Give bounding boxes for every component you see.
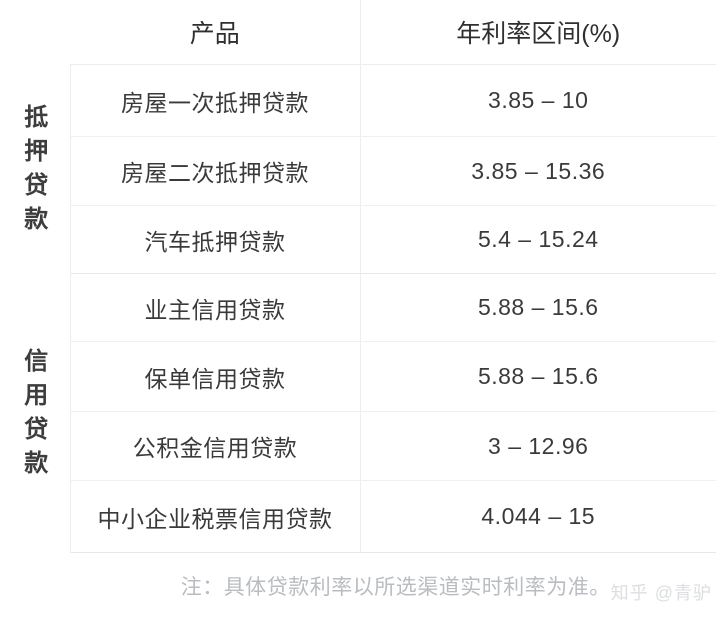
footer-note-row: 注：具体贷款利率以所选渠道实时利率为准。 知乎 @青驴 <box>0 553 720 619</box>
rate-range-cell: 5.88 – 15.6 <box>360 341 716 412</box>
table-row: 汽车抵押贷款 5.4 – 15.24 <box>3 205 716 274</box>
product-name-cell: 公积金信用贷款 <box>70 411 361 481</box>
product-name-cell: 中小企业税票信用贷款 <box>70 480 361 553</box>
rate-range-cell: 5.88 – 15.6 <box>360 273 716 342</box>
column-header-category <box>3 0 70 65</box>
product-name-cell: 房屋一次抵押贷款 <box>70 64 361 137</box>
table-row: 中小企业税票信用贷款 4.044 – 15 <box>3 480 716 553</box>
column-header-rate-range: 年利率区间(%) <box>360 0 716 65</box>
category-cell-mortgage: 抵押贷款 <box>3 64 71 274</box>
category-label: 信用贷款 <box>24 347 50 478</box>
category-label: 抵押贷款 <box>24 103 50 234</box>
rate-range-cell: 5.4 – 15.24 <box>360 205 716 274</box>
rate-range-cell: 4.044 – 15 <box>360 480 716 553</box>
product-name-cell: 保单信用贷款 <box>70 341 361 412</box>
rate-range-cell: 3.85 – 10 <box>360 64 716 137</box>
category-cell-credit: 信用贷款 <box>3 273 71 553</box>
loan-rate-table: 产品 年利率区间(%) 抵押贷款 房屋一次抵押贷款 3.85 – 10 房屋二次… <box>3 0 716 553</box>
product-name-cell: 汽车抵押贷款 <box>70 205 361 274</box>
rate-range-cell: 3 – 12.96 <box>360 411 716 481</box>
table-row: 保单信用贷款 5.88 – 15.6 <box>3 341 716 412</box>
watermark-text: 知乎 @青驴 <box>610 583 712 603</box>
table-header: 产品 年利率区间(%) <box>3 0 716 65</box>
rate-range-cell: 3.85 – 15.36 <box>360 136 716 206</box>
table-row: 信用贷款 业主信用贷款 5.88 – 15.6 <box>3 273 716 553</box>
product-name-cell: 业主信用贷款 <box>70 273 361 342</box>
column-header-product: 产品 <box>70 0 361 65</box>
footnote-text: 注：具体贷款利率以所选渠道实时利率为准。 <box>180 576 611 599</box>
table-body: 抵押贷款 房屋一次抵押贷款 3.85 – 10 房屋二次抵押贷款 3.85 – … <box>3 64 716 553</box>
header-row: 产品 年利率区间(%) <box>3 0 716 65</box>
table-row: 房屋二次抵押贷款 3.85 – 15.36 <box>3 136 716 206</box>
table-row: 抵押贷款 房屋一次抵押贷款 3.85 – 10 <box>3 64 716 274</box>
product-name-cell: 房屋二次抵押贷款 <box>70 136 361 206</box>
table-row: 公积金信用贷款 3 – 12.96 <box>3 411 716 481</box>
